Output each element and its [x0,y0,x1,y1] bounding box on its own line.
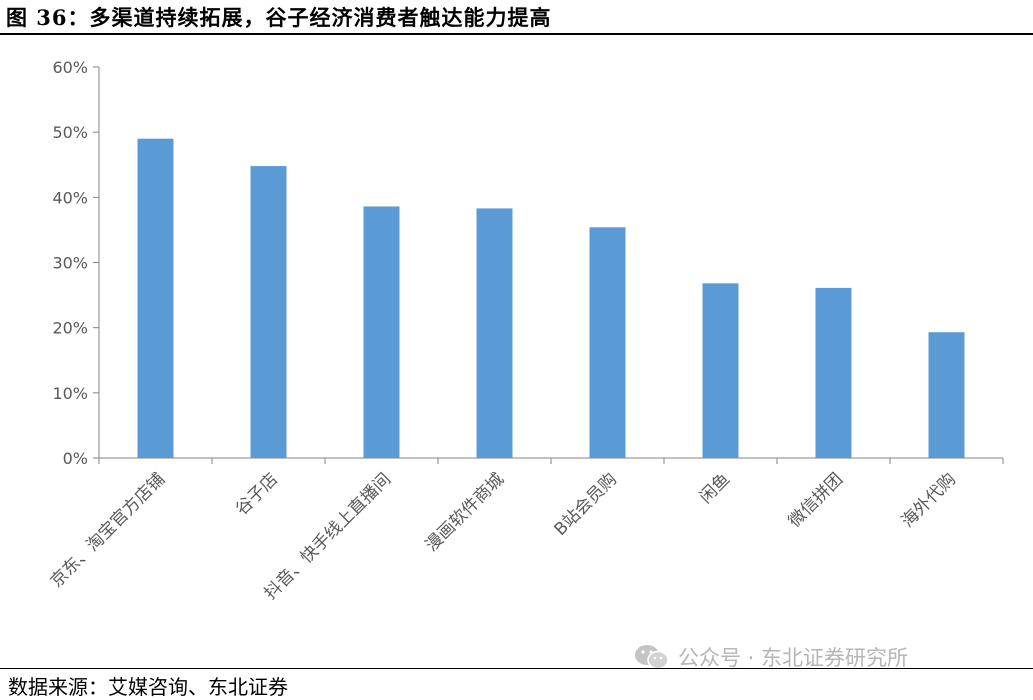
bar [702,283,739,458]
x-category-label: 京东、淘宝官方店铺 [47,469,169,591]
bar [137,138,174,458]
y-tick-label: 60% [52,58,88,77]
bar [589,227,626,458]
bar [476,208,513,458]
bar [815,287,852,458]
wechat-icon [635,645,669,670]
x-category-label: 漫画软件商城 [422,469,508,555]
y-tick-label: 10% [52,384,88,403]
x-category-label: 抖音、快手线上直播间 [261,469,395,603]
bar [363,206,400,458]
x-category-label: 海外代购 [898,469,960,531]
title-rule [0,33,1033,35]
bar [928,332,965,458]
y-tick-label: 20% [52,319,88,338]
x-category-label: 闲鱼 [696,469,734,507]
x-category-label: B站会员购 [551,469,621,539]
bar [250,166,287,458]
x-category-label: 谷子店 [232,469,282,519]
bar-chart: 0% 10% 20% 30% 40% 50% 60% 京东、淘宝官方店铺 谷子店抖音、快手线上直… [47,58,1004,604]
x-category-label: 微信拼团 [785,469,847,531]
y-tick-label: 40% [52,188,88,207]
y-tick-label: 30% [52,254,88,273]
figure-title: 图 36：多渠道持续拓展，谷子经济消费者触达能力提高 [6,5,552,30]
source-note: 数据来源：艾媒咨询、东北证券 [8,675,288,699]
watermark-text: 公众号 · 东北证券研究所 [678,646,909,670]
watermark: 公众号 · 东北证券研究所 [632,642,908,672]
y-tick-label: 50% [52,123,88,142]
y-tick-label: 0% [63,449,88,468]
source-rule [0,668,1033,669]
